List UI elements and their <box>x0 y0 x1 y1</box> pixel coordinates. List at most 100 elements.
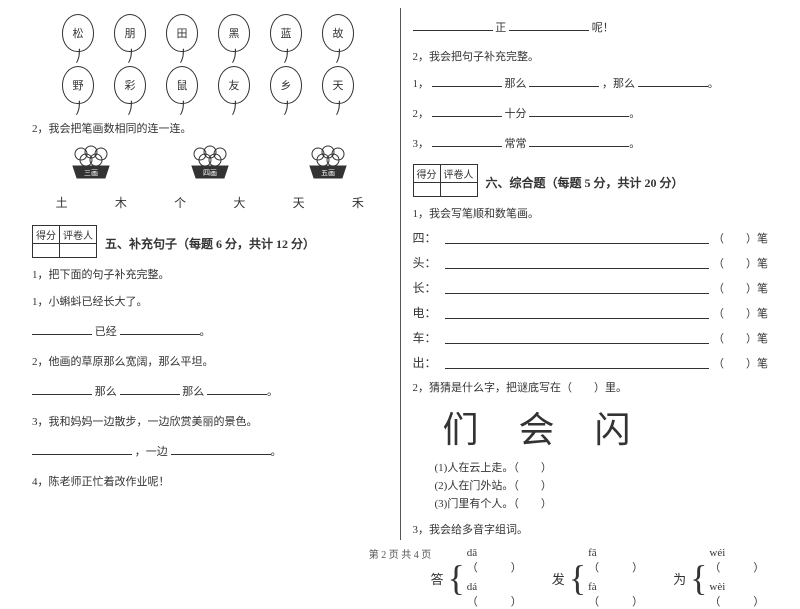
balloon-tail: ⎠ <box>75 104 81 112</box>
match-char: 土 <box>56 194 68 211</box>
blank[interactable] <box>32 383 92 395</box>
blank[interactable] <box>432 75 502 87</box>
page-footer: 第 2 页 共 4 页 <box>0 546 800 561</box>
balloon-char: 朋 <box>114 14 146 52</box>
text: ，一边 <box>135 446 168 458</box>
flower-label: 五画 <box>321 169 335 177</box>
flower-row: 三画 四画 <box>32 144 388 184</box>
balloon-tail: ⎠ <box>231 52 237 60</box>
balloon-char: 鼠 <box>166 66 198 104</box>
blank[interactable] <box>445 232 710 244</box>
pinyin-char: 发 <box>552 569 565 588</box>
flower-pot: 四画 <box>180 144 240 184</box>
q6-1: 1，我会写笔顺和数笔画。 <box>413 205 769 221</box>
blank[interactable] <box>207 383 267 395</box>
stroke-char: 长： <box>413 279 441 296</box>
balloon: 天⎠ <box>322 66 354 112</box>
blank[interactable] <box>120 323 200 335</box>
balloon: 黑⎠ <box>218 14 250 60</box>
stroke-char: 车： <box>413 329 441 346</box>
r-q2: 2，我会把句子补充完整。 <box>413 48 769 64</box>
flower-icon: 五画 <box>298 144 358 184</box>
score-cell[interactable] <box>413 183 440 197</box>
top-fill: 正 呢！ <box>413 18 769 38</box>
section6-title: 六、综合题（每题 5 分，共计 20 分） <box>486 174 684 191</box>
q5-1-1: 1，小蝌蚪已经长大了。 <box>32 292 388 312</box>
stroke-row: 出：（ ）笔 <box>413 354 769 371</box>
blank[interactable] <box>445 257 710 269</box>
balloon: 彩⎠ <box>114 66 146 112</box>
score-cell[interactable] <box>60 244 97 258</box>
stroke-count: （ ）笔 <box>713 230 768 246</box>
balloon-tail: ⎠ <box>283 104 289 112</box>
riddle: (2)人在门外站。（ ） <box>435 477 769 495</box>
score-box: 得分评卷人 五、补充句子（每题 6 分，共计 12 分） <box>32 225 388 258</box>
blank[interactable] <box>445 282 710 294</box>
balloon: 故⎠ <box>322 14 354 60</box>
right-column: 正 呢！ 2，我会把句子补充完整。 1， 那么 ，那么 。 2， 十分 。 3，… <box>401 8 781 540</box>
balloon: 鼠⎠ <box>166 66 198 112</box>
balloon-char: 松 <box>62 14 94 52</box>
blank[interactable] <box>445 357 710 369</box>
score-label: 评卷人 <box>440 165 477 183</box>
q6-3: 3，我会给多音字组词。 <box>413 521 769 537</box>
flower-pot: 五画 <box>298 144 358 184</box>
blank[interactable] <box>32 323 92 335</box>
stroke-row: 车：（ ）笔 <box>413 329 769 346</box>
score-cell[interactable] <box>33 244 60 258</box>
stroke-row: 头： （ ）笔 <box>413 254 769 271</box>
blank[interactable] <box>413 19 493 31</box>
r-q2-1: 1， 那么 ，那么 。 <box>413 74 769 94</box>
balloon-char: 彩 <box>114 66 146 104</box>
blank[interactable] <box>171 443 271 455</box>
blank[interactable] <box>32 443 132 455</box>
blank[interactable] <box>529 135 629 147</box>
blank[interactable] <box>445 332 710 344</box>
balloon-char: 友 <box>218 66 250 104</box>
balloon-char: 黑 <box>218 14 250 52</box>
blank[interactable] <box>120 383 180 395</box>
balloon-row-2: 野⎠ 彩⎠ 鼠⎠ 友⎠ 乡⎠ 天⎠ <box>62 66 388 112</box>
balloon-row-1: 松 ⎠ 朋⎠ 田 ⎠ 黑⎠ 蓝⎠ 故⎠ <box>62 14 388 60</box>
blank[interactable] <box>445 307 710 319</box>
balloon: 野⎠ <box>62 66 94 112</box>
text: 3， <box>413 138 430 150</box>
riddle: (1)人在云上走。（ ） <box>435 459 769 477</box>
pinyin-char: 答 <box>431 569 444 588</box>
balloon-char: 蓝 <box>270 14 302 52</box>
flower-label: 三画 <box>84 169 98 177</box>
r-q2-2: 2， 十分 。 <box>413 104 769 124</box>
text: ，那么 <box>602 78 635 90</box>
balloon-char: 天 <box>322 66 354 104</box>
q5-1-3-fill: ，一边 。 <box>32 442 388 462</box>
blank[interactable] <box>509 19 589 31</box>
text: 常常 <box>505 138 527 150</box>
stroke-count: （ ）笔 <box>713 255 768 271</box>
score-label: 得分 <box>33 226 60 244</box>
stroke-row: 四： （ ）笔 <box>413 229 769 246</box>
stroke-count: （ ）笔 <box>713 355 768 371</box>
section5-title: 五、补充句子（每题 6 分，共计 12 分） <box>105 235 315 252</box>
blank[interactable] <box>432 105 502 117</box>
balloon-char: 田 <box>166 14 198 52</box>
big-char: 们 <box>443 401 479 453</box>
balloon-tail: ⎠ <box>283 52 289 60</box>
pinyin-reading: fà（ ） <box>588 581 643 609</box>
balloon: 蓝⎠ <box>270 14 302 60</box>
balloon: 朋⎠ <box>114 14 146 60</box>
r-q2-3: 3， 常常 。 <box>413 134 769 154</box>
flower-icon: 四画 <box>180 144 240 184</box>
blank[interactable] <box>529 105 629 117</box>
blank[interactable] <box>638 75 708 87</box>
match-char: 个 <box>174 194 186 211</box>
blank[interactable] <box>529 75 599 87</box>
score-cell[interactable] <box>440 183 477 197</box>
text: 那么 <box>505 78 527 90</box>
stroke-char: 四： <box>413 229 441 246</box>
flower-icon: 三画 <box>61 144 121 184</box>
q5-1: 1，把下面的句子补充完整。 <box>32 266 388 282</box>
riddle: (3)门里有个人。（ ） <box>435 495 769 513</box>
stroke-char: 头： <box>413 254 441 271</box>
blank[interactable] <box>432 135 502 147</box>
stroke-count: （ ）笔 <box>713 280 768 296</box>
